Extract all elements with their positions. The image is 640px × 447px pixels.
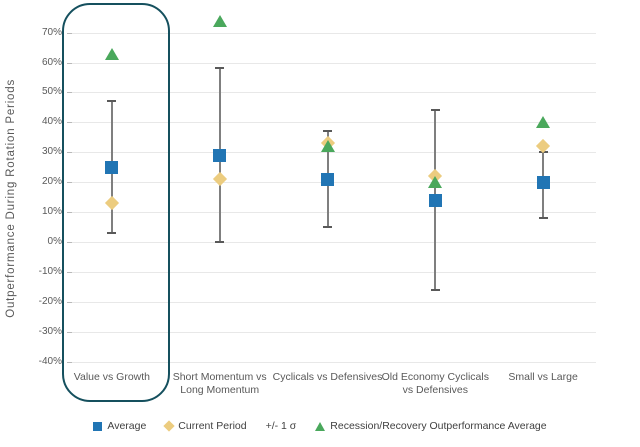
- y-tick-label: 10%: [41, 206, 62, 218]
- error-bar-top-cap: [430, 109, 440, 112]
- y-tick-mark: [67, 301, 72, 303]
- y-tick-mark: [67, 361, 72, 363]
- legend-item: Current Period: [163, 420, 247, 432]
- gridline: [72, 182, 596, 184]
- category-label: Small vs Large: [508, 371, 578, 383]
- error-bar-top-cap: [215, 67, 225, 70]
- gridline: [72, 62, 596, 64]
- legend-label: Current Period: [178, 420, 247, 432]
- legend-item: Recession/Recovery Outperformance Averag…: [315, 420, 547, 432]
- y-axis-title-text: Outperformance During Rotation Periods: [5, 78, 17, 318]
- error-bar-top-cap: [323, 130, 332, 133]
- marker-recession-recovery-average: [104, 47, 119, 60]
- legend-label: Recession/Recovery Outperformance Averag…: [330, 420, 547, 432]
- gridline: [72, 361, 596, 363]
- category-label: Short Momentum vs Long Momentum: [172, 371, 267, 396]
- gridline: [72, 301, 596, 303]
- y-tick-label: 20%: [41, 176, 62, 188]
- error-bar-bottom-cap: [323, 226, 332, 229]
- chart-legend: Average Current Period +/- 1 σ Recession/Re…: [0, 417, 640, 435]
- marker-recession-recovery-average: [320, 140, 335, 153]
- y-tick-mark: [67, 242, 72, 243]
- marker-average: [536, 175, 550, 189]
- marker-current-period: [212, 172, 227, 187]
- y-tick-mark: [67, 62, 72, 64]
- y-tick-mark: [67, 331, 72, 333]
- gridline: [72, 271, 596, 273]
- marker-recession-recovery-average: [536, 116, 551, 129]
- gridline: [72, 331, 596, 333]
- error-bar-top-cap: [107, 100, 117, 103]
- gridline: [72, 212, 596, 214]
- marker-average: [213, 148, 227, 162]
- y-tick-label: -40%: [38, 355, 62, 367]
- y-tick-label: 60%: [41, 56, 62, 68]
- y-tick-label: 40%: [41, 116, 62, 128]
- diamond-icon: [163, 420, 175, 432]
- error-bar-bottom-cap: [430, 288, 440, 291]
- y-tick-label: 0%: [47, 236, 62, 247]
- y-tick-label: -10%: [38, 265, 62, 277]
- y-tick-mark: [67, 92, 72, 94]
- y-tick-label: -30%: [38, 325, 62, 337]
- legend-item: +/- 1 σ: [266, 420, 297, 432]
- marker-recession-recovery-average: [428, 176, 443, 189]
- y-tick-mark: [67, 212, 72, 214]
- y-tick-mark: [67, 271, 72, 273]
- marker-recession-recovery-average: [212, 14, 227, 27]
- marker-average: [105, 160, 119, 174]
- y-tick-label: 50%: [41, 86, 62, 98]
- y-tick-mark: [67, 152, 72, 154]
- gridline: [72, 152, 596, 154]
- legend-label: Average: [107, 420, 147, 432]
- gridline: [72, 242, 596, 243]
- error-bar-bottom-cap: [215, 241, 225, 243]
- y-tick-label: 30%: [41, 146, 62, 158]
- legend-item: Average: [93, 420, 146, 432]
- marker-current-period: [104, 196, 119, 211]
- y-tick-mark: [67, 182, 72, 184]
- legend-label: +/- 1 σ: [265, 420, 297, 432]
- triangle-icon: [315, 421, 326, 431]
- category-label: Value vs Growth: [73, 371, 151, 383]
- gridline: [72, 32, 596, 34]
- square-icon: [93, 421, 103, 431]
- gridline: [72, 122, 596, 124]
- category-label: Old Economy Cyclicals vs Defensives: [381, 371, 489, 396]
- category-label: Cyclicals vs Defensives: [272, 371, 383, 383]
- error-bar-bottom-cap: [538, 217, 548, 220]
- y-tick-mark: [67, 122, 72, 124]
- marker-average: [428, 193, 442, 207]
- y-tick-label: -20%: [38, 295, 62, 307]
- marker-average: [321, 172, 334, 186]
- error-bar-bottom-cap: [107, 232, 117, 235]
- gridline: [72, 92, 596, 94]
- y-tick-mark: [67, 32, 72, 34]
- y-tick-label: 70%: [41, 26, 62, 38]
